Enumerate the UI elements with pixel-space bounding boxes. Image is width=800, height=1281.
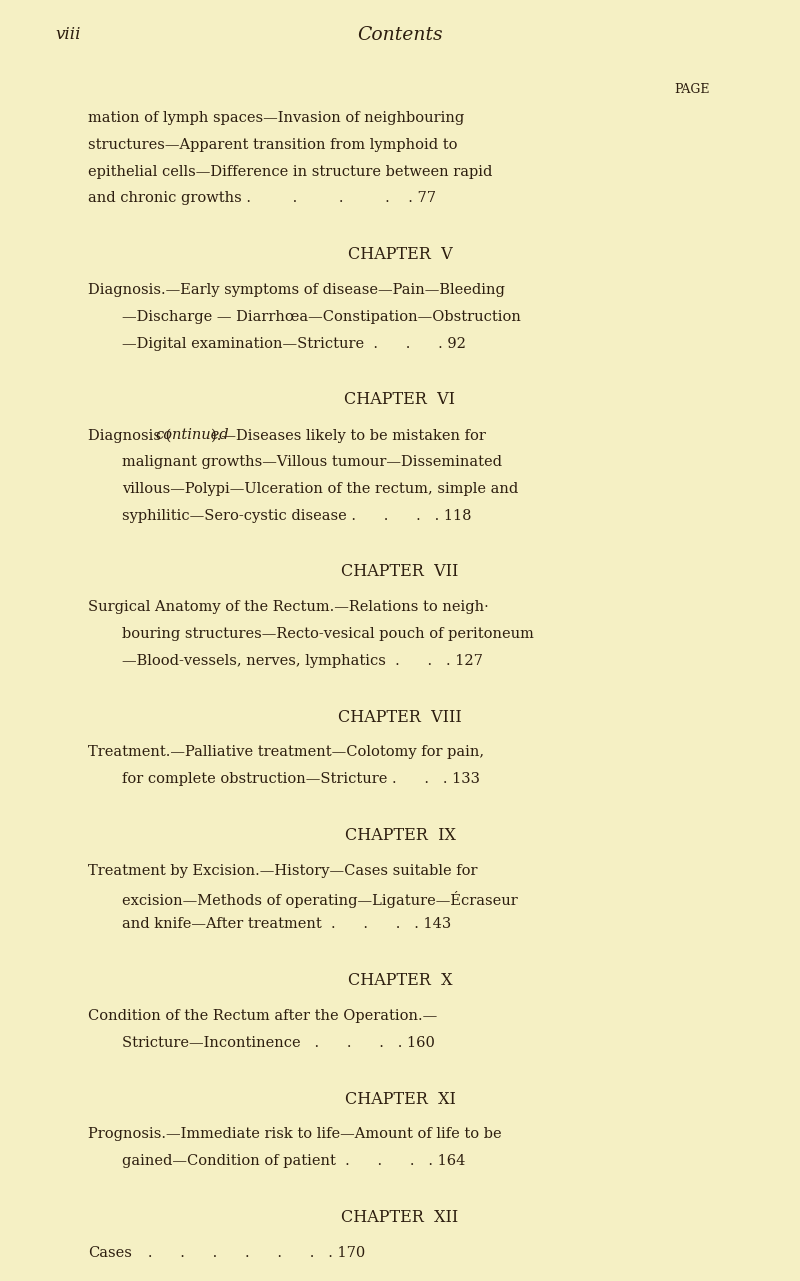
- Text: viii: viii: [55, 26, 81, 44]
- Text: CHAPTER  XII: CHAPTER XII: [342, 1209, 458, 1226]
- Text: Surgical Anatomy of the Rectum.—Relations to neigh·: Surgical Anatomy of the Rectum.—Relation…: [88, 601, 489, 614]
- Text: Treatment by Excision.—History—Cases suitable for: Treatment by Excision.—History—Cases sui…: [88, 863, 478, 877]
- Text: villous—Polypi—Ulceration of the rectum, simple and: villous—Polypi—Ulceration of the rectum,…: [122, 482, 518, 496]
- Text: CHAPTER  IX: CHAPTER IX: [345, 828, 455, 844]
- Text: Cases: Cases: [88, 1246, 132, 1259]
- Text: Condition of the Rectum after the Operation.—: Condition of the Rectum after the Operat…: [88, 1009, 438, 1024]
- Text: —Blood-vessels, nerves, lymphatics  .      .   . 127: —Blood-vessels, nerves, lymphatics . . .…: [122, 653, 483, 667]
- Text: mation of lymph spaces—Invasion of neighbouring: mation of lymph spaces—Invasion of neigh…: [88, 111, 464, 126]
- Text: epithelial cells—Difference in structure between rapid: epithelial cells—Difference in structure…: [88, 164, 492, 178]
- Text: Prognosis.—Immediate risk to life—Amount of life to be: Prognosis.—Immediate risk to life—Amount…: [88, 1127, 502, 1141]
- Text: CHAPTER  VII: CHAPTER VII: [342, 564, 458, 580]
- Text: Treatment.—Palliative treatment—Colotomy for pain,: Treatment.—Palliative treatment—Colotomy…: [88, 746, 484, 760]
- Text: excision—Methods of operating—Ligature—Écraseur: excision—Methods of operating—Ligature—É…: [122, 890, 518, 908]
- Text: malignant growths—Villous tumour—Disseminated: malignant growths—Villous tumour—Dissemi…: [122, 455, 502, 469]
- Text: CHAPTER  X: CHAPTER X: [348, 972, 452, 989]
- Text: gained—Condition of patient  .      .      .   . 164: gained—Condition of patient . . . . 164: [122, 1154, 466, 1168]
- Text: ).—Diseases likely to be mistaken for: ).—Diseases likely to be mistaken for: [211, 428, 486, 443]
- Text: CHAPTER  VI: CHAPTER VI: [345, 392, 455, 409]
- Text: for complete obstruction—Stricture .      .   . 133: for complete obstruction—Stricture . . .…: [122, 772, 480, 787]
- Text: PAGE: PAGE: [674, 83, 710, 96]
- Text: and knife—After treatment  .      .      .   . 143: and knife—After treatment . . . . 143: [122, 917, 451, 931]
- Text: structures—Apparent transition from lymphoid to: structures—Apparent transition from lymp…: [88, 138, 458, 152]
- Text: —Digital examination—Stricture  .      .      . 92: —Digital examination—Stricture . . . 92: [122, 337, 466, 351]
- Text: and chronic growths .         .         .         .    . 77: and chronic growths . . . . . 77: [88, 191, 436, 205]
- Text: CHAPTER  V: CHAPTER V: [348, 246, 452, 263]
- Text: CHAPTER  XI: CHAPTER XI: [345, 1090, 455, 1108]
- Text: bouring structures—Recto-vesical pouch of peritoneum: bouring structures—Recto-vesical pouch o…: [122, 626, 534, 640]
- Text: —Discharge — Diarrhœa—Constipation—Obstruction: —Discharge — Diarrhœa—Constipation—Obstr…: [122, 310, 521, 324]
- Text: Diagnosis.—Early symptoms of disease—Pain—Bleeding: Diagnosis.—Early symptoms of disease—Pai…: [88, 283, 505, 297]
- Text: .      .      .      .      .      .   . 170: . . . . . . . 170: [134, 1246, 365, 1259]
- Text: CHAPTER  VIII: CHAPTER VIII: [338, 708, 462, 725]
- Text: Stricture—Incontinence   .      .      .   . 160: Stricture—Incontinence . . . . 160: [122, 1036, 435, 1050]
- Text: Diagnosis (: Diagnosis (: [88, 428, 171, 443]
- Text: syphilitic—Sero-cystic disease .      .      .   . 118: syphilitic—Sero-cystic disease . . . . 1…: [122, 509, 471, 523]
- Text: continued: continued: [156, 428, 230, 442]
- Text: Contents: Contents: [357, 26, 443, 44]
